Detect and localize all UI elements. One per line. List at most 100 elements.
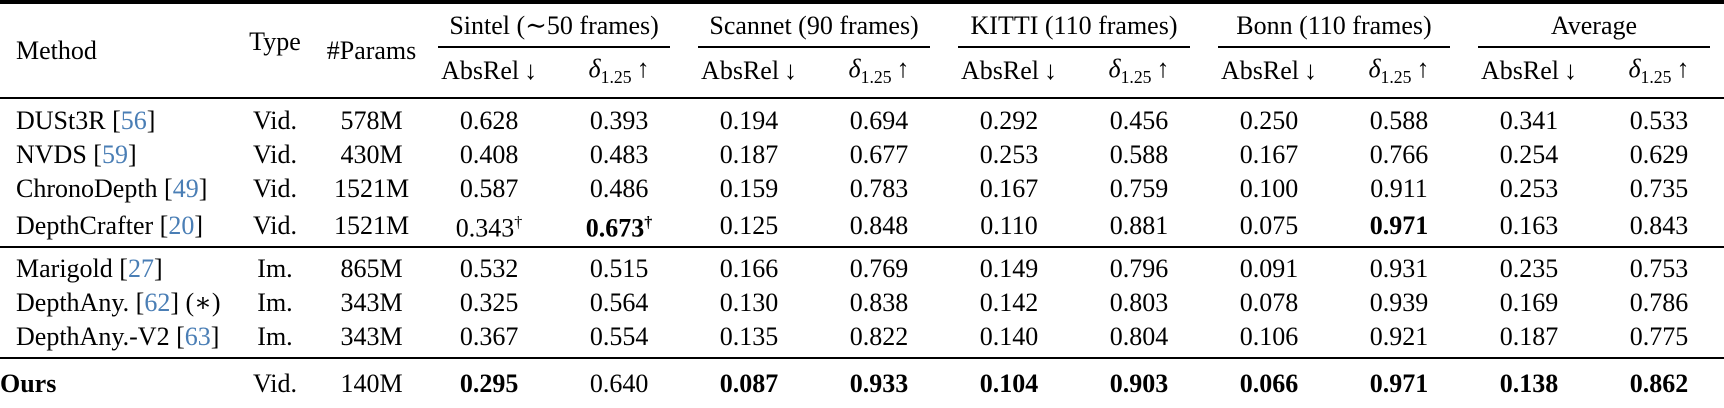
metric-value-cell: 0.167 [979, 174, 1039, 204]
down-arrow-icon: ↓ [1303, 56, 1317, 86]
metric-value-cell: 0.759 [1109, 174, 1169, 204]
metric-value-cell: 0.167 [1239, 140, 1299, 170]
params-cell: 865M [340, 253, 403, 283]
metric-value-cell: 0.142 [979, 287, 1039, 317]
delta-label: δ [1108, 54, 1121, 83]
table-row: DepthAny.-V2 [63] Im. 343M 0.367 0.554 0.135 0… [0, 320, 1724, 358]
up-arrow-icon: ↑ [1156, 54, 1170, 83]
citation-link[interactable]: 62 [144, 287, 171, 317]
metric-value-cell: 0.187 [1499, 321, 1559, 351]
metric-value-cell: 0.138 [1499, 368, 1559, 398]
metric-value-cell: 0.694 [849, 106, 909, 136]
metric-value-cell: 0.804 [1109, 321, 1169, 351]
citation-link[interactable]: 63 [184, 321, 211, 351]
metric-value-cell: 0.783 [849, 174, 909, 204]
metric-value-cell: 0.341 [1499, 106, 1559, 136]
metric-value-cell: 0.838 [849, 287, 909, 317]
citation-link[interactable]: 56 [120, 106, 147, 136]
metric-value-cell: 0.588 [1109, 140, 1169, 170]
table-row: Ours Vid. 140M 0.295 0.640 0.087 0.933 0.104 0.9… [0, 358, 1724, 408]
metric-value-cell: 0.110 [980, 211, 1038, 241]
metric-value-cell: 0.640 [589, 368, 649, 398]
metric-header-delta: δ1.25 ↑ [1074, 48, 1204, 98]
metric-value-cell: 0.971 [1369, 211, 1429, 241]
metric-value-cell: 0.753 [1629, 253, 1689, 283]
absrel-label: AbsRel [1220, 56, 1299, 86]
delta-label: δ [848, 54, 861, 83]
method-name: ChronoDepth [16, 174, 158, 204]
citation-link[interactable]: 59 [101, 140, 128, 170]
metric-value-cell: 0.295 [459, 368, 519, 398]
metric-value-cell: 0.091 [1239, 253, 1299, 283]
metric-value-cell: 0.796 [1109, 253, 1169, 283]
metric-value-cell: 0.140 [979, 321, 1039, 351]
metric-value-cell: 0.343† [455, 213, 523, 243]
citation-link[interactable]: 27 [127, 253, 154, 283]
method-cell: Marigold [27] [16, 253, 163, 283]
metric-value-cell: 0.971 [1369, 368, 1429, 398]
metric-header-absrel: AbsRel ↓ [424, 48, 554, 98]
group-header-average-label: Average [1477, 11, 1710, 48]
citation-link[interactable]: 49 [172, 174, 199, 204]
metric-value-cell: 0.253 [979, 140, 1039, 170]
metric-value-cell: 0.130 [719, 287, 779, 317]
down-arrow-icon: ↓ [1044, 56, 1058, 86]
group-header-kitti: KITTI (110 frames) [944, 2, 1204, 48]
type-cell: Im. [257, 321, 293, 351]
metric-value-cell: 0.629 [1629, 140, 1689, 170]
absrel-label: AbsRel [441, 56, 520, 86]
params-cell: 343M [340, 321, 403, 351]
column-header-type-label: Type [249, 26, 301, 56]
method-name: NVDS [16, 140, 87, 170]
up-arrow-icon: ↑ [636, 54, 650, 83]
type-cell: Im. [257, 287, 293, 317]
type-cell: Vid. [253, 211, 297, 241]
metric-value-cell: 0.066 [1239, 368, 1299, 398]
metric-value-cell: 0.515 [589, 253, 649, 283]
metric-value-cell: 0.554 [589, 321, 649, 351]
metric-value-cell: 0.254 [1499, 140, 1559, 170]
method-cell: Ours [0, 358, 231, 408]
metric-header-delta: δ1.25 ↑ [1594, 48, 1724, 98]
metric-value-cell: 0.325 [459, 287, 519, 317]
method-cell: DUSt3R [56] [16, 106, 156, 136]
metric-value-cell: 0.100 [1239, 174, 1299, 204]
delta-label: δ [1628, 54, 1641, 83]
up-arrow-icon: ↑ [1416, 54, 1430, 83]
metric-header-delta: δ1.25 ↑ [814, 48, 944, 98]
delta-subscript: 1.25 [860, 67, 892, 88]
group-header-bonn-label: Bonn (110 frames) [1218, 11, 1450, 48]
metric-value-cell: 0.848 [849, 211, 909, 241]
method-cell: DepthAny. [62] (∗) [16, 287, 221, 317]
method-name: DepthAny.-V2 [16, 321, 170, 351]
type-cell: Vid. [253, 368, 297, 398]
type-cell: Vid. [253, 174, 297, 204]
absrel-label: AbsRel [961, 56, 1040, 86]
metric-value-cell: 0.921 [1369, 321, 1429, 351]
group-header-sintel: Sintel (∼50 frames) [424, 2, 684, 48]
metric-value-cell: 0.187 [719, 140, 779, 170]
metric-value-cell: 0.775 [1629, 321, 1689, 351]
table-row: NVDS [59] Vid. 430M 0.408 0.483 0.187 0.677 0.2… [0, 138, 1724, 172]
metric-value-cell: 0.786 [1629, 287, 1689, 317]
metric-value-cell: 0.408 [459, 140, 519, 170]
method-name: DepthCrafter [16, 211, 154, 241]
delta-subscript: 1.25 [1380, 67, 1412, 88]
delta-subscript: 1.25 [600, 67, 632, 88]
metric-value-cell: 0.533 [1629, 106, 1689, 136]
group-header-row: Method Type #Params Sintel (∼50 frames) … [0, 2, 1724, 65]
metric-value-cell: 0.673† [585, 213, 653, 243]
group-header-sintel-label: Sintel (∼50 frames) [438, 11, 671, 48]
metric-value-cell: 0.862 [1629, 368, 1689, 398]
table-row: ChronoDepth [49] Vid. 1521M 0.587 0.486 0.159… [0, 172, 1724, 206]
metric-header-delta: δ1.25 ↑ [1334, 48, 1464, 98]
type-cell: Vid. [253, 140, 297, 170]
method-cell: DepthAny.-V2 [63] [16, 321, 220, 351]
metric-value-cell: 0.292 [979, 106, 1039, 136]
metric-value-cell: 0.166 [719, 253, 779, 283]
metric-value-cell: 0.803 [1109, 287, 1169, 317]
citation-link[interactable]: 20 [168, 211, 195, 241]
delta-label: δ [588, 54, 601, 83]
group-header-average: Average [1464, 2, 1724, 48]
metric-value-cell: 0.104 [979, 368, 1039, 398]
